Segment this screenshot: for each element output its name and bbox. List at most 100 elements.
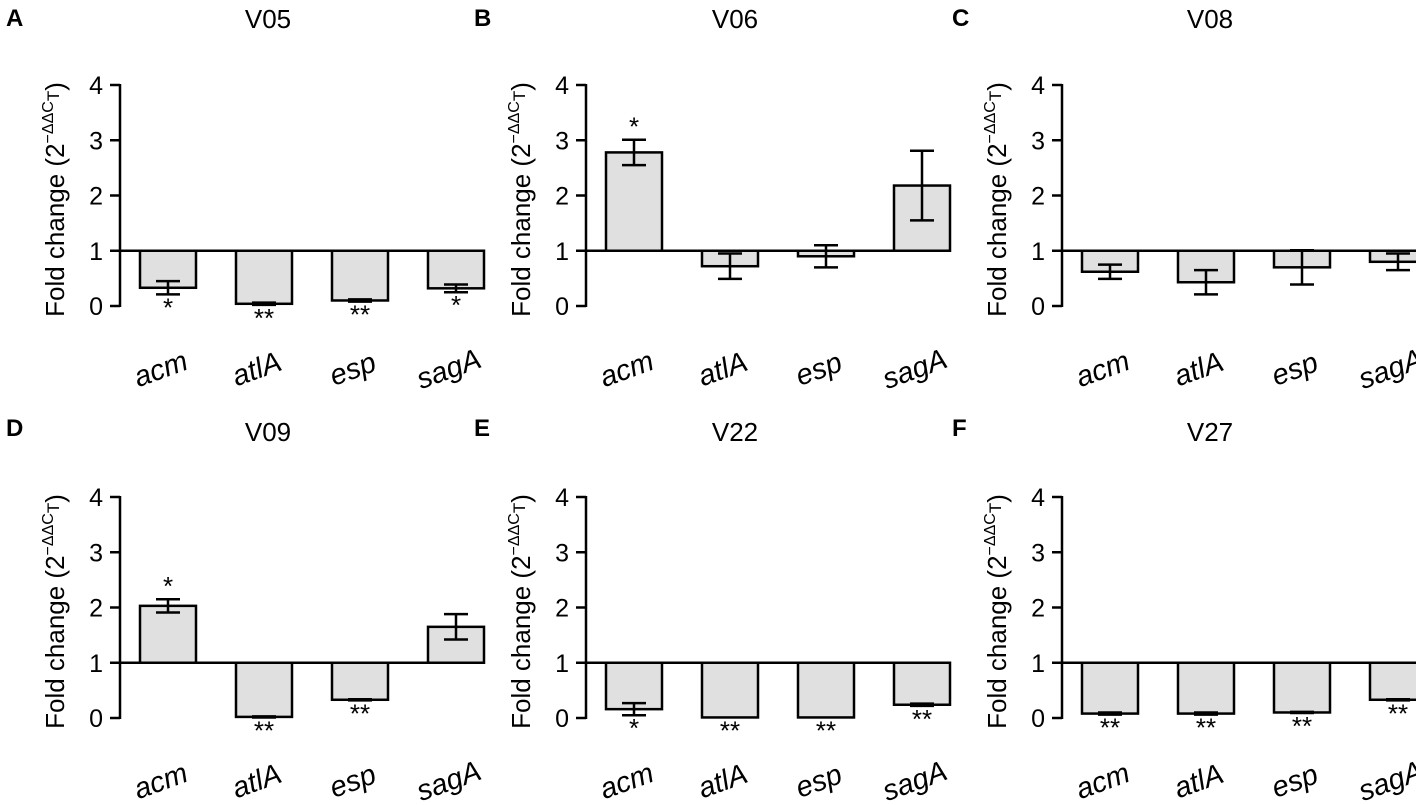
chart-panel-e: E V22 0 1 2 3 4 Fold change (2−ΔΔCT) * acm ** atlA *… <box>474 415 951 805</box>
chart-title: V09 <box>245 417 291 447</box>
category-label-atlA: atlA <box>694 758 752 805</box>
significance-atlA: ** <box>254 715 274 745</box>
category-label-acm: acm <box>596 757 658 805</box>
y-tick-label: 3 <box>555 127 569 155</box>
significance-acm: * <box>163 571 173 601</box>
y-label-main: Fold change (2 <box>506 143 536 316</box>
y-label-subscript: T <box>44 503 63 513</box>
chart-title: V22 <box>712 417 758 447</box>
y-tick-label: 4 <box>89 484 103 512</box>
category-label-sagA: sagA <box>878 755 951 805</box>
chart-panel-f: F V27 0 1 2 3 4 Fold change (2−ΔΔCT) ** acm ** atlA… <box>952 415 1416 805</box>
category-label-esp: esp <box>325 759 380 805</box>
y-tick-label: 1 <box>89 238 103 266</box>
bar-sagA <box>892 661 952 706</box>
y-label-close: ) <box>506 494 536 503</box>
y-axis-label: Fold change (2−ΔΔCT) <box>40 82 70 317</box>
category-label-acm: acm <box>596 345 658 394</box>
y-tick-label: 2 <box>555 183 569 211</box>
bar-atlA <box>234 661 294 719</box>
category-label-sagA: sagA <box>1354 755 1416 805</box>
significance-acm: * <box>629 713 639 743</box>
chart-title: V05 <box>245 4 291 34</box>
panel-letter: E <box>474 415 490 442</box>
category-label-sagA: sagA <box>878 343 951 396</box>
category-label-atlA: atlA <box>694 346 752 393</box>
bar-atlA <box>234 249 294 306</box>
panel-letter: F <box>952 415 967 442</box>
significance-atlA: ** <box>254 303 274 333</box>
bar-esp <box>330 249 390 302</box>
category-label-sagA: sagA <box>412 755 485 805</box>
y-label-superscript: −ΔΔC <box>982 513 999 555</box>
bar-esp <box>796 661 856 719</box>
y-label-subscript: T <box>510 91 529 101</box>
category-label-atlA: atlA <box>1170 346 1228 393</box>
y-tick-label: 3 <box>89 127 103 155</box>
category-label-esp: esp <box>1267 347 1322 393</box>
bar-atlA <box>1176 661 1236 715</box>
significance-sagA: * <box>451 290 461 320</box>
y-label-subscript: T <box>44 91 63 101</box>
y-tick-label: 1 <box>1031 238 1045 266</box>
y-tick-label: 1 <box>555 238 569 266</box>
y-tick-label: 3 <box>555 539 569 567</box>
y-tick-label: 2 <box>555 595 569 623</box>
category-label-acm: acm <box>130 345 192 394</box>
y-label-superscript: −ΔΔC <box>40 513 57 555</box>
panel-letter: C <box>952 5 969 32</box>
category-label-esp: esp <box>791 347 846 393</box>
bar-atlA <box>700 661 760 719</box>
significance-acm: * <box>629 112 639 142</box>
y-axis-label: Fold change (2−ΔΔCT) <box>982 494 1012 729</box>
y-tick-label: 2 <box>1031 183 1045 211</box>
significance-esp: ** <box>350 698 370 728</box>
category-label-acm: acm <box>1072 757 1134 805</box>
bar-acm <box>604 151 664 252</box>
significance-esp: ** <box>350 300 370 330</box>
y-label-close: ) <box>40 494 70 503</box>
y-tick-label: 0 <box>1031 293 1045 321</box>
y-axis-label: Fold change (2−ΔΔCT) <box>506 82 536 317</box>
y-label-main: Fold change (2 <box>982 555 1012 728</box>
significance-acm: ** <box>1100 713 1120 743</box>
bar-acm <box>1080 661 1140 715</box>
y-tick-label: 0 <box>555 293 569 321</box>
chart-panel-d: D V09 0 1 2 3 4 Fold change (2−ΔΔCT) * acm ** atlA *… <box>6 415 485 805</box>
chart-title: V27 <box>1187 417 1233 447</box>
y-label-superscript: −ΔΔC <box>40 101 57 143</box>
y-tick-label: 3 <box>89 539 103 567</box>
y-label-main: Fold change (2 <box>506 555 536 728</box>
y-tick-label: 1 <box>89 650 103 678</box>
category-label-atlA: atlA <box>1170 758 1228 805</box>
bar-esp <box>1272 661 1332 714</box>
y-tick-label: 4 <box>1031 484 1045 512</box>
y-tick-label: 4 <box>555 72 569 100</box>
significance-esp: ** <box>816 715 836 745</box>
significance-atlA: ** <box>720 715 740 745</box>
y-axis-label: Fold change (2−ΔΔCT) <box>982 82 1012 317</box>
chart-panel-b: B V06 0 1 2 3 4 Fold change (2−ΔΔCT) * acm atlA esp… <box>474 4 951 396</box>
y-tick-label: 3 <box>1031 539 1045 567</box>
y-tick-label: 2 <box>89 595 103 623</box>
panel-letter: B <box>474 5 491 32</box>
category-label-atlA: atlA <box>228 758 286 805</box>
chart-title: V06 <box>712 4 758 34</box>
y-label-superscript: −ΔΔC <box>506 101 523 143</box>
y-tick-label: 4 <box>89 72 103 100</box>
y-tick-label: 0 <box>89 293 103 321</box>
category-label-acm: acm <box>1072 345 1134 394</box>
y-tick-label: 3 <box>1031 127 1045 155</box>
y-label-main: Fold change (2 <box>40 555 70 728</box>
y-label-subscript: T <box>986 503 1005 513</box>
bar-acm <box>138 604 198 665</box>
y-label-close: ) <box>506 82 536 91</box>
y-label-main: Fold change (2 <box>40 143 70 316</box>
category-label-esp: esp <box>325 347 380 393</box>
y-tick-label: 1 <box>1031 650 1045 678</box>
y-label-close: ) <box>40 82 70 91</box>
bar-esp <box>330 661 390 702</box>
significance-sagA: ** <box>912 704 932 734</box>
category-label-acm: acm <box>130 757 192 805</box>
y-axis-label: Fold change (2−ΔΔCT) <box>40 494 70 729</box>
